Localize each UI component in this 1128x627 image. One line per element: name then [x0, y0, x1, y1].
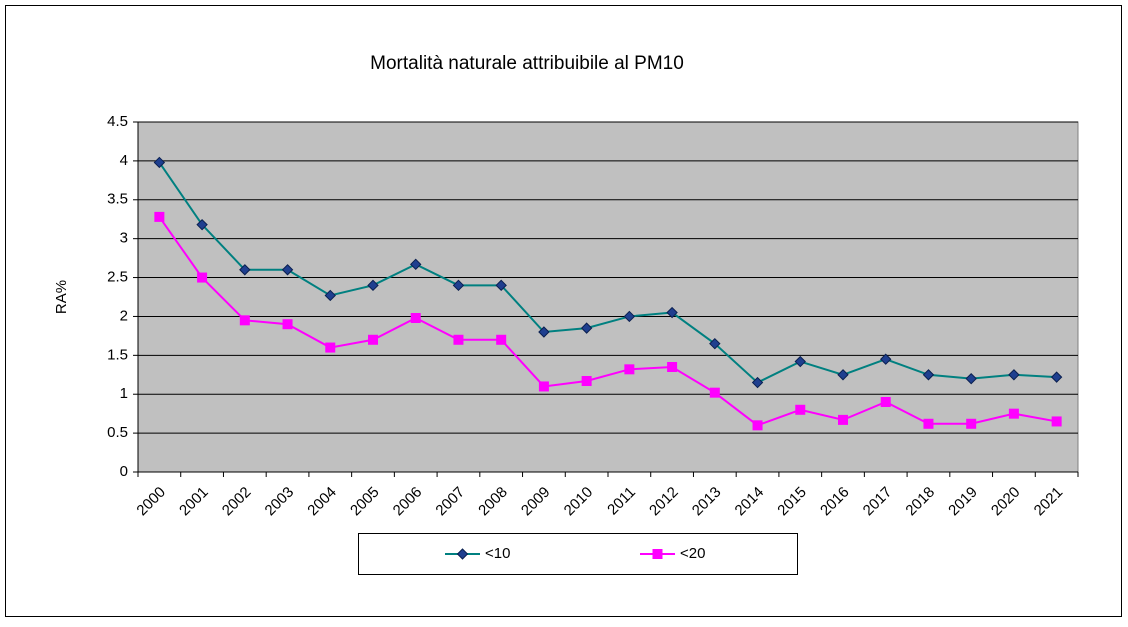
- marker: [667, 362, 678, 372]
- marker: [495, 279, 507, 292]
- marker: [837, 369, 849, 381]
- marker: [795, 404, 806, 415]
- marker: [838, 414, 848, 425]
- y-tick-label: 4: [120, 152, 128, 169]
- marker: [281, 264, 294, 276]
- marker: [538, 326, 550, 338]
- y-tick-label: 1.5: [107, 346, 128, 363]
- marker: [965, 372, 977, 385]
- marker: [410, 313, 421, 323]
- marker: [966, 418, 977, 429]
- series-line: [158, 216, 1057, 427]
- marker: [197, 272, 208, 283]
- chart-title: Mortalità naturale attribuibile al PM10: [370, 53, 684, 74]
- marker: [923, 418, 934, 429]
- marker: [196, 218, 208, 231]
- series-line: [158, 161, 1057, 384]
- marker: [922, 369, 935, 381]
- marker: [410, 258, 422, 271]
- legend-marker: [456, 548, 469, 560]
- marker: [496, 334, 507, 345]
- y-tick-label: 3: [120, 230, 128, 247]
- marker: [709, 387, 720, 398]
- y-tick-label: 0.5: [107, 424, 128, 441]
- marker: [880, 397, 891, 407]
- legend-label: <20: [680, 545, 705, 562]
- marker: [794, 355, 806, 368]
- marker: [1008, 369, 1020, 381]
- y-tick-label: 2.5: [107, 269, 128, 286]
- marker: [452, 279, 465, 292]
- marker: [153, 156, 166, 169]
- y-tick-label: 4.5: [107, 113, 128, 130]
- marker: [239, 315, 250, 326]
- y-tick-label: 0: [120, 463, 128, 480]
- marker: [581, 376, 592, 386]
- y-tick-label: 1: [120, 385, 128, 402]
- marker: [538, 381, 549, 392]
- marker: [453, 334, 464, 345]
- y-tick-label: 2: [120, 307, 128, 324]
- marker: [1008, 408, 1019, 419]
- legend-box: [358, 533, 798, 575]
- marker: [368, 334, 378, 345]
- marker: [1050, 371, 1063, 383]
- y-axis-label: RA%: [53, 280, 70, 314]
- marker: [154, 211, 165, 222]
- marker: [880, 353, 892, 365]
- plot-area: [137, 121, 1079, 473]
- marker: [1051, 416, 1062, 427]
- marker: [282, 319, 293, 330]
- marker: [580, 322, 593, 334]
- legend-label: <10: [485, 545, 510, 562]
- marker: [325, 342, 336, 353]
- marker: [709, 337, 721, 350]
- marker: [751, 376, 764, 389]
- legend-marker: [652, 549, 663, 559]
- marker: [666, 306, 678, 319]
- y-tick-label: 3.5: [107, 191, 128, 208]
- marker: [367, 279, 379, 292]
- marker: [624, 364, 635, 375]
- marker: [239, 264, 251, 276]
- marker: [752, 420, 763, 431]
- marker: [623, 310, 636, 323]
- marker: [324, 289, 336, 302]
